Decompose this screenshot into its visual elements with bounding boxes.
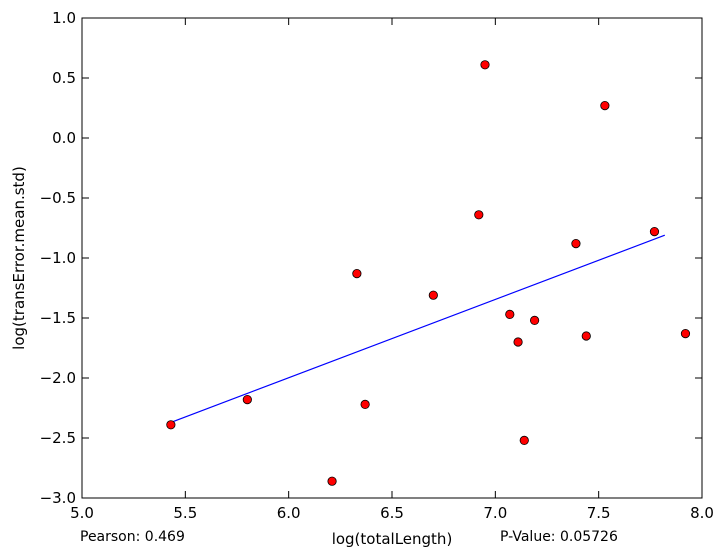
x-tick-labels: 5.0 5.5 6.0 6.5 7.0 7.5 8.0 <box>70 504 714 522</box>
data-point <box>600 101 610 111</box>
data-point <box>513 337 523 347</box>
data-point <box>519 435 529 445</box>
x-tick-label: 6.0 <box>277 504 301 522</box>
fit-line-group <box>170 234 666 423</box>
data-point <box>360 399 370 409</box>
data-point <box>480 60 490 70</box>
scatter-points <box>166 60 691 486</box>
y-tick-label: 1.0 <box>52 9 76 27</box>
pearson-annotation: Pearson: 0.469 <box>80 529 185 545</box>
y-tick-labels: 1.0 0.5 0.0 −0.5 −1.0 −1.5 −2.0 −2.5 −3.0 <box>40 9 76 507</box>
y-tick-label: −1.5 <box>40 309 76 327</box>
y-tick-label: −2.0 <box>40 369 76 387</box>
y-tick-label: −2.5 <box>40 429 76 447</box>
x-tick-label: 7.5 <box>587 504 611 522</box>
data-point <box>352 268 362 279</box>
data-point <box>428 290 438 300</box>
x-tick-label: 5.5 <box>173 504 197 522</box>
y-tick-label: −0.5 <box>40 189 76 207</box>
y-tick-label: −1.0 <box>40 249 76 267</box>
x-axis-label: log(totalLength) <box>332 530 453 548</box>
data-point <box>529 315 540 325</box>
data-point <box>242 394 252 405</box>
data-point <box>505 309 515 319</box>
plot-area-frame <box>81 17 703 499</box>
data-point <box>474 210 484 220</box>
y-axis-label: log(transError.mean.std) <box>10 166 28 350</box>
data-point <box>327 476 337 486</box>
y-tick-label: −3.0 <box>40 489 76 507</box>
x-tick-label: 7.0 <box>483 504 507 522</box>
y-tick-label: 0.0 <box>52 129 76 147</box>
axis-ticks <box>81 17 703 499</box>
data-point <box>581 331 591 341</box>
x-tick-label: 5.0 <box>70 504 94 522</box>
regression-line <box>170 234 666 423</box>
x-tick-label: 6.5 <box>380 504 404 522</box>
data-point <box>571 239 581 249</box>
pvalue-annotation: P-Value: 0.05726 <box>500 529 618 545</box>
y-tick-label: 0.5 <box>52 69 76 87</box>
data-point <box>680 328 691 339</box>
data-point <box>166 420 176 430</box>
data-point <box>649 227 660 237</box>
x-tick-label: 8.0 <box>690 504 714 522</box>
